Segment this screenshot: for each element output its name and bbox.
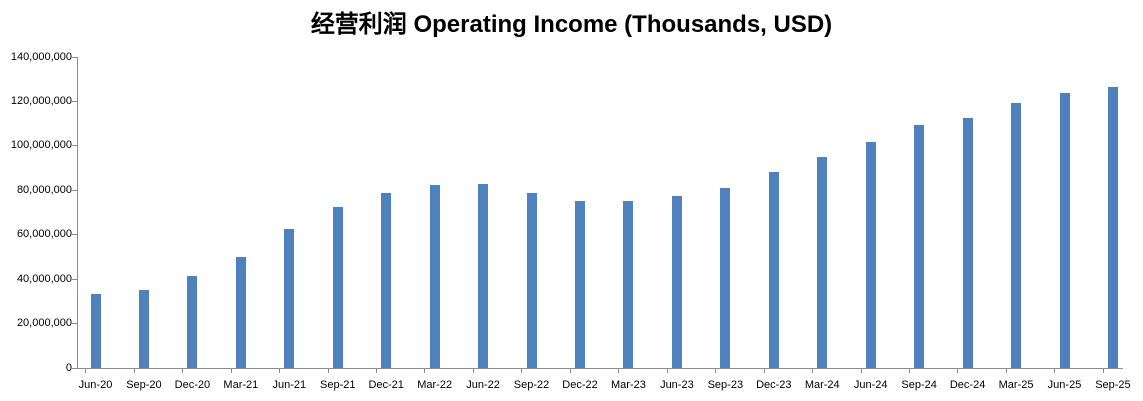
y-axis-tick-label: 20,000,000 [16, 317, 72, 330]
x-axis-tick-label: Sep-20 [126, 379, 162, 391]
x-axis-tick-label: Dec-24 [949, 379, 986, 391]
x-axis-tick-label: Dec-23 [756, 379, 792, 391]
bar-sep-20 [138, 290, 149, 368]
x-axis-tick-label: Jun-25 [1047, 379, 1082, 391]
x-axis-tick-label: Sep-22 [513, 379, 550, 391]
y-axis-tick-label: 80,000,000 [16, 183, 72, 196]
y-axis-tick [72, 100, 77, 102]
y-axis-tick [72, 145, 77, 147]
x-axis-tick [1005, 369, 1007, 373]
x-axis-tick-label: Mar-23 [611, 379, 646, 391]
y-axis-tick [72, 189, 77, 191]
x-axis-tick-label: Dec-21 [368, 379, 404, 391]
x-axis-tick [618, 369, 620, 373]
bar-mar-25 [1011, 102, 1022, 368]
x-axis-tick-label: Jun-21 [272, 379, 307, 391]
y-axis-tick [72, 278, 77, 280]
x-axis-tick [908, 369, 910, 373]
x-axis-tick-label: Sep-21 [320, 379, 356, 391]
chart-title: 经营利润 Operating Income (Thousands, USD) [310, 11, 833, 38]
x-axis-tick [860, 369, 862, 373]
bar-jun-25 [1059, 93, 1070, 368]
y-axis-tick-label: 120,000,000 [10, 94, 72, 107]
bar-dec-24 [962, 117, 973, 368]
x-axis-tick-label: Dec-20 [174, 379, 211, 391]
x-axis-tick [230, 369, 232, 373]
x-axis-tick [666, 369, 668, 373]
x-axis-tick [521, 369, 523, 373]
x-axis-tick-label: Mar-21 [223, 379, 259, 391]
bar-mar-24 [817, 156, 828, 368]
x-axis-tick-label: Jun-24 [853, 379, 888, 391]
bar-sep-23 [720, 187, 731, 368]
x-axis-tick [569, 369, 571, 373]
bar-dec-23 [768, 171, 779, 368]
x-axis-tick-label: Sep-25 [1095, 379, 1131, 391]
bar-jun-20 [90, 294, 101, 368]
y-axis-line [77, 57, 78, 368]
x-axis-tick [1054, 369, 1056, 373]
x-axis-tick-label: Jun-23 [660, 379, 694, 391]
y-axis-tick [72, 56, 77, 58]
bar-sep-21 [332, 207, 343, 368]
y-axis-tick-label: 0 [65, 361, 72, 374]
x-axis-tick [812, 369, 814, 373]
bar-mar-23 [623, 201, 634, 368]
x-axis-tick [424, 369, 426, 373]
x-axis-tick-label: Sep-23 [707, 379, 744, 391]
bar-dec-20 [187, 276, 198, 368]
y-axis-tick-label: 40,000,000 [16, 272, 72, 285]
y-axis-tick [72, 367, 77, 369]
y-axis-tick-label: 140,000,000 [10, 50, 72, 63]
bar-sep-24 [914, 125, 925, 368]
bar-dec-21 [381, 193, 392, 368]
bar-jun-21 [284, 228, 295, 368]
x-axis-tick [327, 369, 329, 373]
x-axis-tick [133, 369, 135, 373]
y-axis-tick [72, 234, 77, 236]
x-axis-tick [376, 369, 377, 373]
y-axis-tick-label: 60,000,000 [16, 228, 72, 241]
x-axis-tick [763, 369, 765, 373]
bar-jun-23 [671, 196, 682, 368]
x-axis-tick [85, 369, 87, 373]
bar-sep-22 [526, 193, 537, 368]
bar-jun-24 [865, 142, 876, 368]
x-axis-tick [715, 369, 717, 373]
y-axis-tick [72, 323, 77, 325]
bar-dec-22 [575, 200, 585, 368]
y-axis-tick-label: 100,000,000 [10, 139, 72, 152]
x-axis-tick-label: Dec-22 [562, 379, 598, 391]
x-axis-tick [279, 369, 281, 373]
x-axis-tick-label: Jun-20 [78, 379, 113, 391]
bar-jun-22 [478, 184, 489, 368]
x-axis-tick [957, 369, 959, 373]
x-axis-tick-label: Mar-24 [804, 379, 840, 391]
x-axis-tick-label: Mar-22 [417, 379, 453, 391]
x-axis-tick [1102, 369, 1104, 373]
x-axis-tick-label: Mar-25 [998, 379, 1034, 391]
bar-mar-21 [235, 256, 246, 368]
x-axis-tick [182, 369, 184, 373]
bar-sep-25 [1107, 86, 1118, 368]
bar-mar-22 [429, 185, 440, 368]
x-axis-line [77, 368, 1123, 369]
x-axis-tick-label: Sep-24 [901, 379, 937, 391]
x-axis-tick [472, 369, 474, 373]
x-axis-tick-label: Jun-22 [466, 379, 500, 391]
